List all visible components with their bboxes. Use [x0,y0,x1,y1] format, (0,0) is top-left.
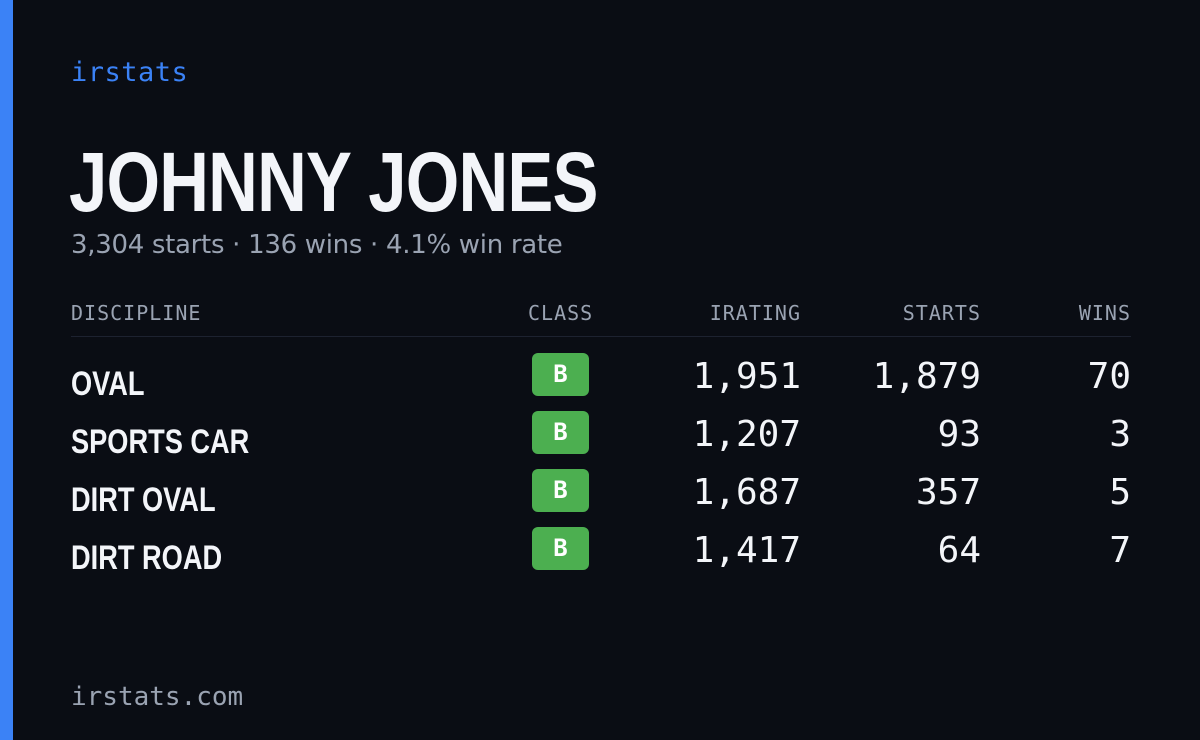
player-name: JOHNNY JONES [69,135,598,229]
table-row: SPORTS CAR B 1,207 93 3 [71,411,1131,469]
irating-value: 1,207 [692,414,801,455]
accent-bar [0,0,13,740]
starts-value: 357 [915,472,981,513]
wins-value: 5 [1109,472,1131,513]
column-header-discipline: DISCIPLINE [71,301,202,325]
stats-table: DISCIPLINE CLASS IRATING STARTS WINS OVA… [71,298,1131,585]
discipline-name: DIRT OVAL [71,481,216,519]
player-summary: 3,304 starts · 136 wins · 4.1% win rate [71,230,563,260]
table-header: DISCIPLINE CLASS IRATING STARTS WINS [71,298,1131,337]
irating-value: 1,687 [692,472,801,513]
irating-value: 1,417 [692,530,801,571]
license-class-badge: B [532,411,589,454]
discipline-name: DIRT ROAD [71,539,223,577]
column-header-irating: IRATING [709,301,801,325]
brand-logo: irstats [71,57,189,88]
starts-value: 64 [937,530,981,571]
starts-value: 93 [937,414,981,455]
wins-value: 3 [1109,414,1131,455]
discipline-name: OVAL [71,365,145,403]
license-class-badge: B [532,353,589,396]
discipline-name: SPORTS CAR [71,423,250,461]
wins-value: 7 [1109,530,1131,571]
license-class-badge: B [532,527,589,570]
column-header-wins: WINS [1078,301,1131,325]
irating-value: 1,951 [692,356,801,397]
column-header-starts: STARTS [902,301,981,325]
column-header-class: CLASS [528,301,594,325]
wins-value: 70 [1087,356,1131,397]
table-row: OVAL B 1,951 1,879 70 [71,353,1131,411]
table-row: DIRT ROAD B 1,417 64 7 [71,527,1131,585]
footer-domain: irstats.com [71,682,244,712]
license-class-badge: B [532,469,589,512]
starts-value: 1,879 [872,356,981,397]
table-row: DIRT OVAL B 1,687 357 5 [71,469,1131,527]
table-body: OVAL B 1,951 1,879 70 SPORTS CAR B 1,207… [71,353,1131,585]
